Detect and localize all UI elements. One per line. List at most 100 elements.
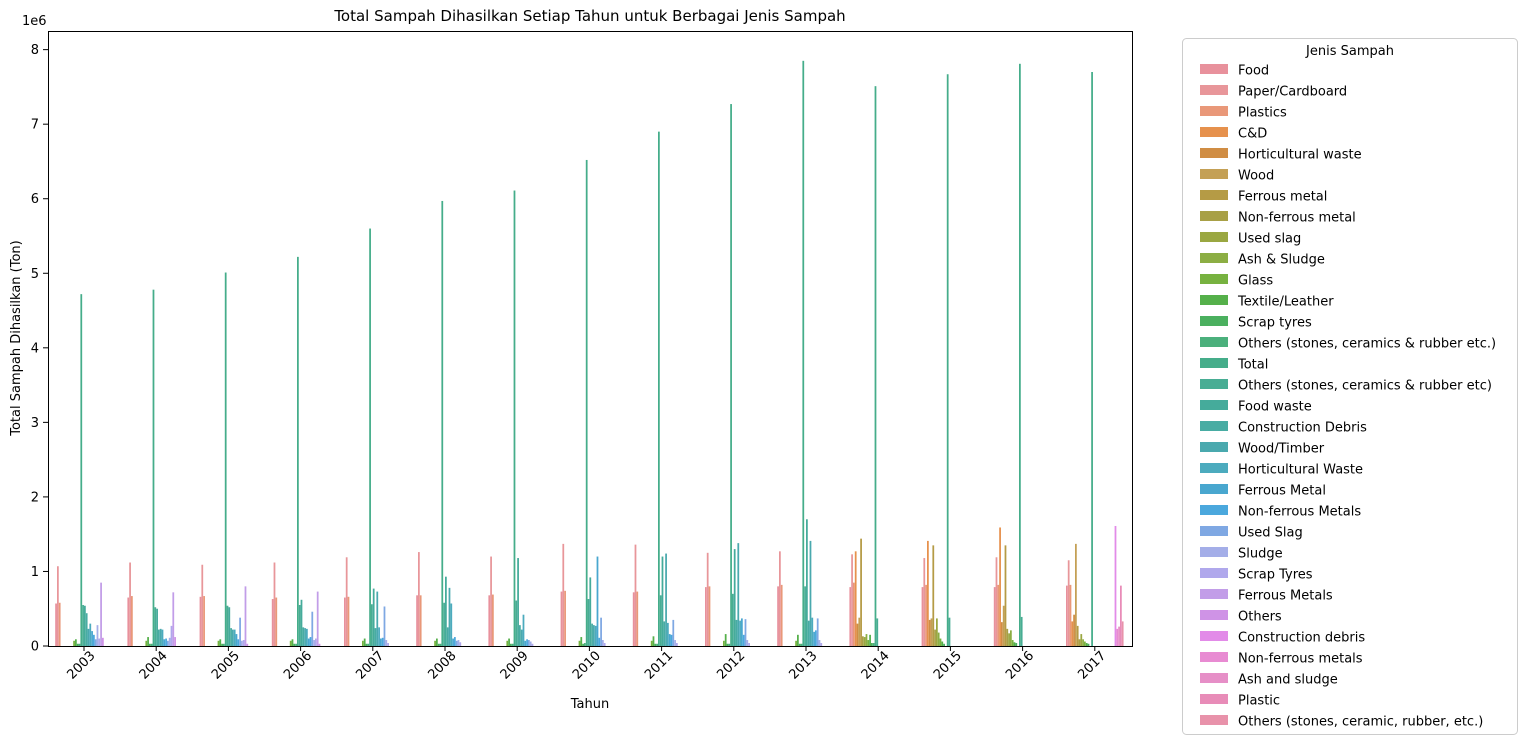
bar [295,643,297,646]
legend-entry: Others (stones, ceramics & rubber etc) [1238,379,1492,394]
x-axis-label: Tahun [570,697,609,712]
bar [441,200,444,647]
legend-swatch [1200,694,1228,704]
bar [147,637,149,646]
bar [777,586,779,646]
bar [936,618,938,646]
bar [372,588,375,646]
bar [665,553,667,646]
bar [591,623,593,646]
bar [524,640,527,646]
bar [298,605,301,646]
bar [858,617,861,646]
bar [999,527,1001,646]
x-tick-label: 2013 [787,649,821,683]
legend-swatch [1200,421,1228,431]
bar [454,637,456,646]
y-tick-label: 4 [31,341,39,356]
bar [369,228,371,646]
bar [813,631,815,646]
legend-swatch [1200,232,1228,242]
bar [167,640,169,646]
x-tick-label: 2014 [859,649,893,683]
bar [57,566,59,646]
bar [934,629,936,646]
bar [650,640,653,646]
x-tick-label: 2008 [426,649,460,683]
bar [874,86,877,646]
legend-swatch [1200,442,1228,452]
bar [560,591,563,646]
x-tick-label: 2012 [714,649,748,683]
bar [93,634,95,646]
legend-swatch [1200,85,1228,95]
x-tick-label: 2017 [1075,649,1109,683]
bar [168,637,171,646]
bar [344,597,346,646]
bar [246,643,249,646]
bar [163,639,166,646]
bar [593,625,595,646]
bars-group [55,60,1124,647]
bar [928,619,931,646]
bar [869,634,871,646]
legend-entry: Plastics [1238,106,1287,121]
legend-swatch [1200,631,1228,641]
bar [1071,621,1074,646]
bar [297,256,299,646]
bar [228,607,231,646]
bar [445,576,447,646]
bar [345,557,348,646]
legend-swatch [1200,400,1228,410]
bar [654,643,657,646]
bar [381,637,384,646]
bar [820,643,823,646]
bar [230,628,232,646]
bar [659,595,662,646]
bar [131,596,133,646]
bar [511,643,514,646]
bar [733,549,736,646]
y-tick-label: 5 [31,267,39,282]
bar [78,643,81,646]
bar [1015,643,1018,646]
legend-entry: Used Slag [1238,526,1303,541]
bar [589,577,592,646]
bar [860,538,862,646]
bar [925,584,927,646]
bar [1087,643,1090,646]
legend-swatch [1200,148,1228,158]
bar [853,582,855,646]
legend-entry: Others [1238,610,1282,625]
bar [779,551,781,646]
legend-swatch [1200,274,1228,284]
bar [854,551,857,646]
bar [739,620,741,646]
bar [203,596,205,646]
bar [289,640,292,646]
legend: Jenis Sampah Food Paper/Cardboard Plastics… [1182,38,1518,735]
x-tick-label: 2006 [281,649,315,683]
bar [244,586,247,646]
bar [1118,626,1120,646]
chart-title: Total Sampah Dihasilkan Setiap Tahun unt… [333,7,845,25]
x-tick-label: 2003 [65,649,99,683]
legend-swatch [1200,316,1228,326]
bar [145,640,148,646]
bar [1011,640,1014,646]
y-tick-label: 7 [31,118,39,133]
bar [89,623,92,646]
bar [221,643,223,646]
bar [578,640,581,646]
bar [876,618,879,646]
bar [371,604,373,646]
bar [865,634,868,646]
legend-swatch [1200,568,1228,578]
bar [806,519,808,646]
bar [943,643,945,646]
legend-entry: Ferrous Metal [1238,484,1326,499]
bar [271,599,274,646]
bar [932,545,935,646]
bar [304,628,306,646]
bar [154,607,157,646]
